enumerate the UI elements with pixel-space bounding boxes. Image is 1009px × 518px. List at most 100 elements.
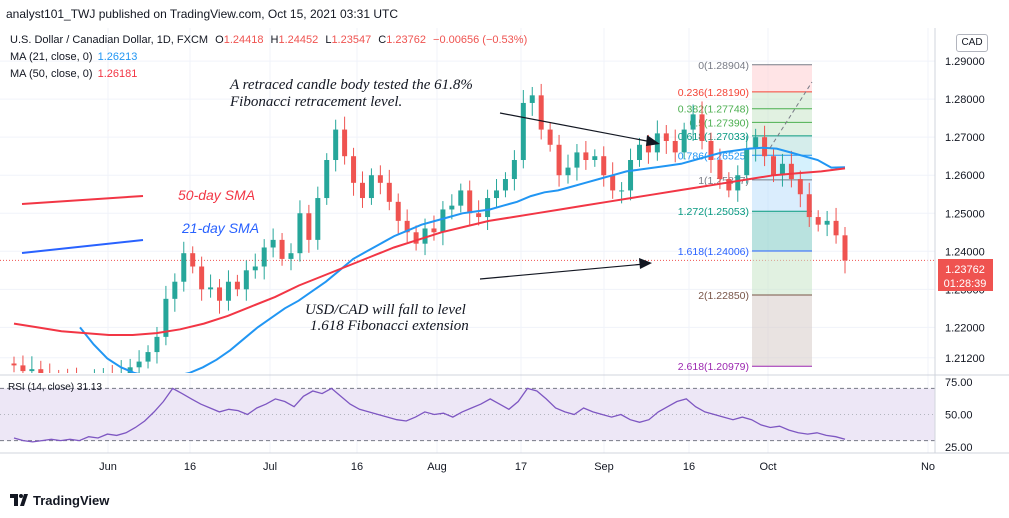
rsi-pane: 75.00 50.00 25.00 [0,374,1009,454]
candle-body [645,144,651,153]
moving-averages [13,146,846,373]
candle-body [797,179,803,195]
ohlc-open: 1.24418 [223,34,264,46]
candle-body [163,298,169,337]
candle-body [324,160,330,199]
candle-body [288,253,294,259]
candle-body [29,369,35,372]
ohlc-low-label: L [325,34,332,46]
candle-body [297,213,303,254]
annotation-bottom-line1: USD/CAD will fall to level [305,302,466,318]
candle-body [494,190,500,199]
candle-body [377,175,383,183]
legend-ma21-row: MA (21, close, 0) 1.26213 [10,51,137,63]
currency-badge[interactable]: CAD [956,34,988,52]
candle-body [529,95,535,103]
ohlc-high-label: H [270,34,279,46]
candle-body [574,152,580,168]
candle-body [315,198,321,240]
candle-body [708,140,714,161]
candle-body [842,235,848,261]
candle-body [663,133,669,141]
chart-area[interactable]: 0(1.28904)0.236(1.28190)0.382(1.27748)0.… [0,28,1009,485]
candle-body [404,220,410,233]
brand-name: TradingView [33,493,110,508]
symbol-name: U.S. Dollar / Canadian Dollar, 1D, FXCM [10,34,209,46]
price-tick-label: 1.21200 [945,353,985,365]
candle-body [628,160,634,191]
time-tick-label: Oct [759,461,776,473]
candle-body [538,95,544,130]
price-tick-label: 1.29000 [945,56,985,68]
time-tick-label: Jul [263,461,277,473]
candle-body [359,182,365,199]
time-tick-label: No [921,461,935,473]
fib-level-label: 2(1.22850) [698,290,749,302]
fib-level-label: 0.5(1.27390) [689,117,749,129]
candle-body [806,194,812,218]
candle-body [252,266,258,271]
candle-body [20,365,26,372]
price-tick-label: 1.28000 [945,94,985,106]
rsi-tick-label: 25.00 [945,442,973,454]
rsi-tick-label: 75.00 [945,377,973,389]
candle-body [735,175,741,191]
ohlc-low: 1.23547 [331,34,372,46]
fib-level-label: 1.272(1.25053) [678,206,749,218]
projection-dash [769,81,813,149]
fib-zone [752,91,812,109]
time-tick-label: Aug [427,461,447,473]
candle-body [565,167,571,176]
rsi-line [13,387,846,443]
candle-body [717,160,723,180]
candle-body [431,228,437,233]
candle-body [101,375,106,381]
ma50-line [13,167,846,336]
candle-body [547,129,553,145]
candle-body [145,352,151,362]
rsi-band-fill [0,388,935,441]
annotation-bottom-line2: 1.618 Fibonacci extension [310,318,469,334]
candle-body [306,213,312,240]
rsi-label: RSI (14, close) 31.13 [8,382,102,393]
candle-body [386,182,392,202]
arrow-bottom-line [479,263,646,280]
tradingview-brand[interactable]: TradingView [10,493,109,508]
candle-body [199,266,205,290]
candle-body [368,175,374,199]
sma50-legend-line [21,195,144,205]
price-axis[interactable]: 1.212001.220001.230001.240001.250001.260… [934,28,985,453]
fib-level-label: 0.618(1.27033) [678,131,749,143]
candle-body [520,102,526,161]
candle-body [11,363,17,366]
analyst-drawings: A retraced candle body tested the 61.8% … [21,77,813,334]
ohlc-close: 1.23762 [386,34,426,46]
candle-body [681,129,687,153]
candle-body [136,361,142,368]
candle-body [699,114,705,141]
fib-zone [752,135,812,156]
ma21-line [79,146,846,373]
candle-body [449,205,455,210]
candle-body [502,179,508,191]
candle-body [217,287,223,301]
ma21-label: MA (21, close, 0) [10,51,93,63]
candle-body [270,239,276,248]
rsi-tick-label: 50.00 [945,410,973,422]
candle-body [744,148,750,176]
price-tick-label: 1.22000 [945,322,985,334]
candle-body [208,287,214,290]
ma21-value: 1.26213 [97,51,138,63]
candle-body [413,232,419,244]
price-tick-label: 1.27000 [945,132,985,144]
time-axis[interactable]: Jun 16 Jul 16 Aug 17 Sep 16 Oct No [0,452,1009,473]
sma21-label: 21-day SMA [181,220,259,236]
candle-body [65,379,70,381]
candle-body [779,163,785,176]
time-tick-label: 17 [515,461,527,473]
candle-body [592,156,598,161]
candle-body [467,190,473,214]
sma21-legend-line [21,239,144,254]
candle-body [422,228,428,244]
candle-body [351,156,357,183]
